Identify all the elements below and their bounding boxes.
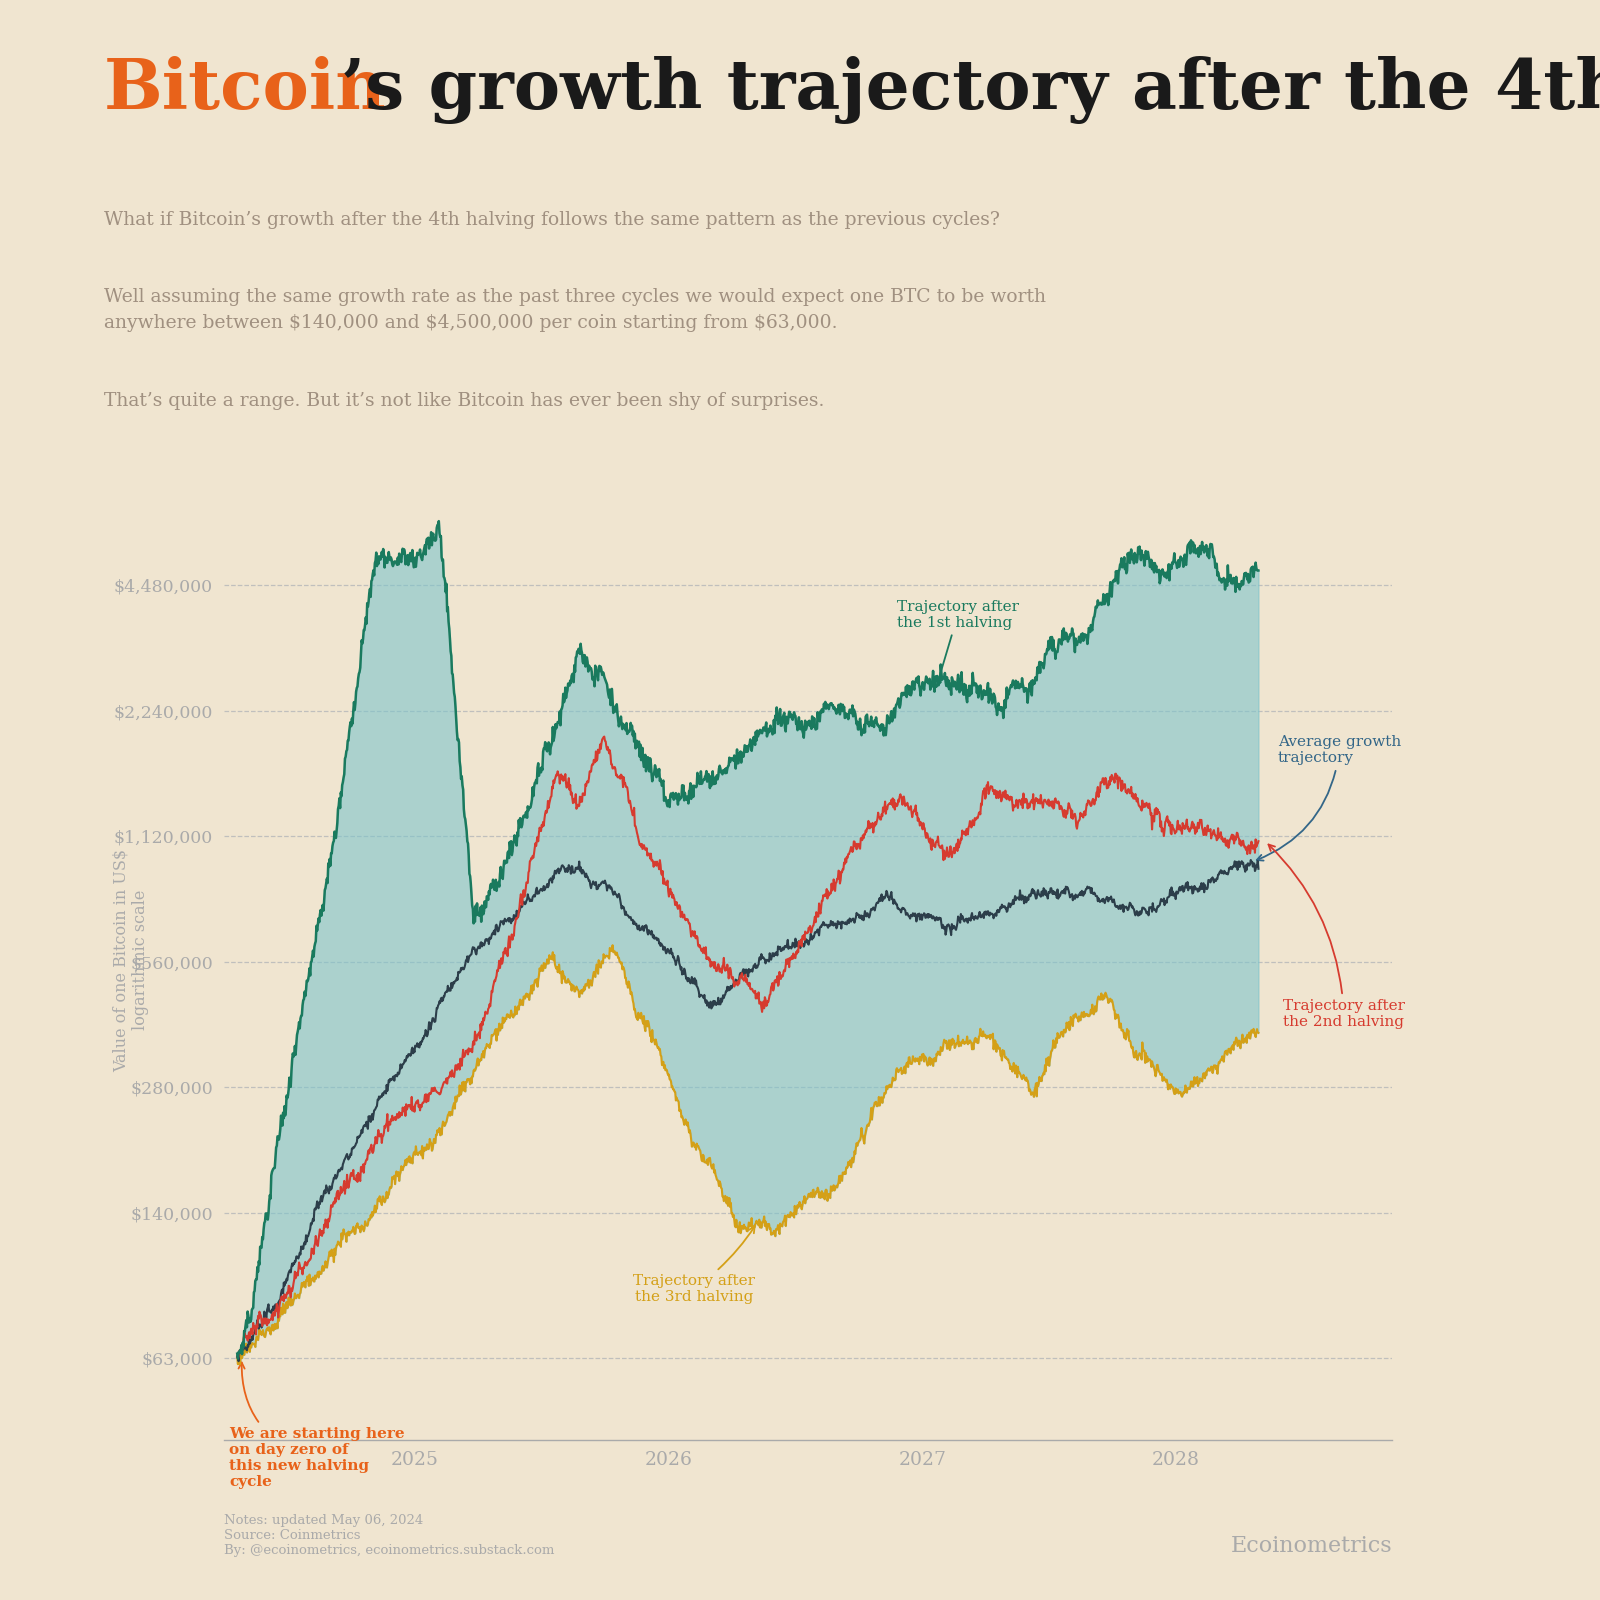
Text: Trajectory after
the 1st halving: Trajectory after the 1st halving [898, 600, 1019, 686]
Text: What if Bitcoin’s growth after the 4th halving follows the same pattern as the p: What if Bitcoin’s growth after the 4th h… [104, 211, 1000, 229]
Text: Value of one Bitcoin in US$
logarithmic scale: Value of one Bitcoin in US$ logarithmic … [112, 848, 149, 1072]
Text: Trajectory after
the 3rd halving: Trajectory after the 3rd halving [632, 1227, 755, 1304]
Text: Ecoinometrics: Ecoinometrics [1230, 1534, 1392, 1557]
Text: Trajectory after
the 2nd halving: Trajectory after the 2nd halving [1269, 845, 1405, 1029]
Text: Notes: updated May 06, 2024
Source: Coinmetrics
By: @ecoinometrics, ecoinometric: Notes: updated May 06, 2024 Source: Coin… [224, 1514, 554, 1557]
Text: ’s growth trajectory after the 4th halving: ’s growth trajectory after the 4th halvi… [341, 56, 1600, 125]
Text: Bitcoin: Bitcoin [104, 56, 387, 123]
Text: We are starting here
on day zero of
this new halving
cycle: We are starting here on day zero of this… [229, 1363, 405, 1490]
Text: Average growth
trajectory: Average growth trajectory [1258, 734, 1402, 861]
Text: That’s quite a range. But it’s not like Bitcoin has ever been shy of surprises.: That’s quite a range. But it’s not like … [104, 392, 824, 410]
Text: Well assuming the same growth rate as the past three cycles we would expect one : Well assuming the same growth rate as th… [104, 288, 1046, 333]
